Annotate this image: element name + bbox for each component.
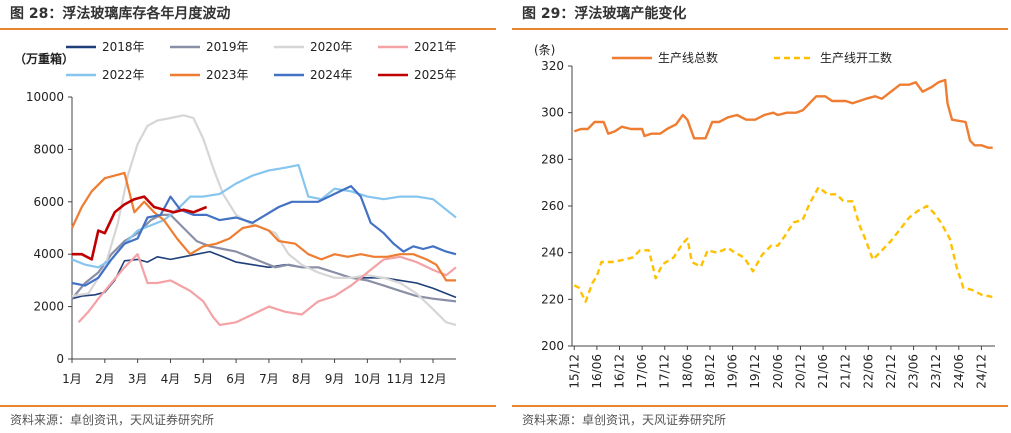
chart-title: 图 29：浮法玻璃产能变化 <box>522 6 687 22</box>
title-divider <box>0 28 496 30</box>
series-line-0 <box>71 250 457 300</box>
legend-label: 2020年 <box>310 40 353 54</box>
x-tick-label: 3月 <box>128 372 148 386</box>
x-tick-label: 16/06 <box>590 354 604 389</box>
source-note: 资料来源：卓创资讯，天风证券研究所 <box>10 413 215 427</box>
capacity-line-chart: (条) 200 220 240 260 280 300 320 15/12 16/06 16/12 1… <box>534 43 995 389</box>
x-tick-label: 20/12 <box>793 354 807 389</box>
series-line-5 <box>71 171 456 282</box>
legend-label: 2018年 <box>102 40 145 54</box>
source-note: 资料来源：卓创资讯，天风证券研究所 <box>522 413 727 427</box>
x-tick-label: 5月 <box>193 372 213 386</box>
y-tick-label: 300 <box>541 106 564 120</box>
x-tick-label: 1月 <box>62 372 82 386</box>
y-tick-label: 10000 <box>26 90 64 104</box>
title-divider <box>512 28 1008 30</box>
y-tick-label: 8000 <box>33 142 64 156</box>
y-tick-label: 320 <box>541 59 564 73</box>
y-tick-label: 2000 <box>33 300 64 314</box>
x-tick-label: 7月 <box>259 372 279 386</box>
x-tick-label: 24/12 <box>974 354 988 389</box>
x-tick-label: 9月 <box>325 372 345 386</box>
x-tick-label: 23/06 <box>907 354 921 389</box>
y-tick-label: 0 <box>56 352 64 366</box>
chart-panel-capacity: 图 29：浮法玻璃产能变化 (条) 200 220 240 260 280 300 320 15… <box>512 0 1008 433</box>
y-tick-label: 280 <box>541 152 564 166</box>
x-tick-label: 22/06 <box>861 354 875 389</box>
series-line-0 <box>573 78 993 149</box>
legend-label: 2019年 <box>206 40 249 54</box>
x-tick-label: 8月 <box>292 372 312 386</box>
x-tick-label: 21/12 <box>839 354 853 389</box>
x-tick-label: 21/06 <box>816 354 830 389</box>
legend-label: 2022年 <box>102 68 145 82</box>
y-tick-label: 200 <box>541 339 564 353</box>
source-divider <box>0 405 496 407</box>
y-axis-label: （万重箱） <box>14 51 74 66</box>
y-tick-label: 6000 <box>33 195 64 209</box>
x-tick-label: 16/12 <box>613 354 627 389</box>
legend-label: 2021年 <box>414 40 457 54</box>
y-axis-label: (条) <box>534 43 555 57</box>
x-tick-label: 23/12 <box>929 354 943 389</box>
x-tick-label: 17/06 <box>635 354 649 389</box>
y-tick-label: 240 <box>541 246 564 260</box>
chart-title: 图 28：浮法玻璃库存各年月度波动 <box>10 6 231 22</box>
series-line-2 <box>71 114 457 326</box>
source-divider <box>512 405 1008 407</box>
x-tick-label: 24/06 <box>952 354 966 389</box>
y-tick-label: 220 <box>541 292 564 306</box>
y-tick-label: 4000 <box>33 247 64 261</box>
series-line-7 <box>72 195 208 261</box>
x-tick-label: 18/12 <box>703 354 717 389</box>
series-line-4 <box>71 164 457 269</box>
series-line-6 <box>71 185 457 287</box>
x-tick-label: 17/12 <box>658 354 672 389</box>
x-tick-label: 6月 <box>226 372 246 386</box>
y-tick-label: 260 <box>541 199 564 213</box>
x-tick-label: 12月 <box>419 372 446 386</box>
x-tick-label: 19/12 <box>748 354 762 389</box>
x-tick-label: 10月 <box>354 372 381 386</box>
legend-label: 2025年 <box>414 68 457 82</box>
x-tick-label: 18/06 <box>680 354 694 389</box>
legend-label: 生产线开工数 <box>820 50 892 65</box>
series-line-1 <box>573 186 993 303</box>
x-tick-label: 19/06 <box>726 354 740 389</box>
chart-panel-inventory: 图 28：浮法玻璃库存各年月度波动 （万重箱） 0 2000 4000 6000 8000… <box>0 0 496 433</box>
x-tick-label: 22/12 <box>884 354 898 389</box>
legend-label: 2023年 <box>206 68 249 82</box>
x-tick-label: 15/12 <box>567 354 581 389</box>
x-tick-label: 2月 <box>95 372 115 386</box>
legend-label: 2024年 <box>310 68 353 82</box>
x-tick-label: 11月 <box>387 372 414 386</box>
series-line-3 <box>77 253 457 326</box>
inventory-line-chart: （万重箱） 0 2000 4000 6000 8000 10000 1月 2月 3月 4月 5月 6月 7… <box>14 40 457 386</box>
x-tick-label: 4月 <box>161 372 181 386</box>
x-tick-label: 20/06 <box>771 354 785 389</box>
legend-label: 生产线总数 <box>658 50 718 65</box>
